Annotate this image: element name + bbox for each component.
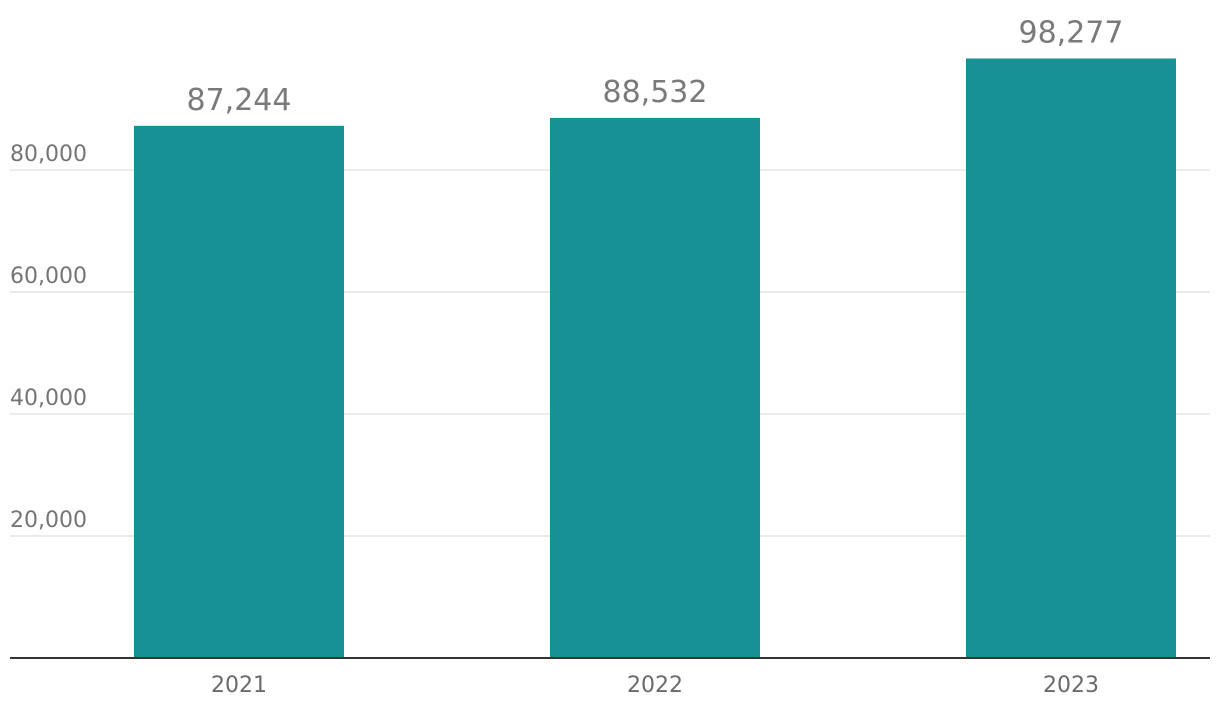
y-tick-label: 60,000 bbox=[10, 264, 87, 289]
x-category-label: 2022 bbox=[627, 673, 683, 698]
x-category-label: 2023 bbox=[1043, 673, 1099, 698]
y-tick-label: 40,000 bbox=[10, 386, 87, 411]
bars bbox=[134, 58, 1176, 659]
x-axis-category-labels: 2021 2022 2023 bbox=[211, 673, 1099, 698]
x-category-label: 2021 bbox=[211, 673, 267, 698]
bar-2023 bbox=[966, 58, 1176, 658]
y-axis-tick-labels: 20,000 40,000 60,000 80,000 bbox=[10, 142, 87, 533]
bar-value-label: 88,532 bbox=[603, 75, 708, 110]
bar-value-label: 98,277 bbox=[1019, 16, 1124, 51]
bar-2022 bbox=[550, 117, 760, 658]
bar-value-label: 87,244 bbox=[187, 83, 292, 118]
bar-value-labels: 87,244 88,532 98,277 bbox=[187, 16, 1124, 118]
y-tick-label: 20,000 bbox=[10, 508, 87, 533]
y-tick-label: 80,000 bbox=[10, 142, 87, 167]
bar-2021 bbox=[134, 125, 344, 659]
